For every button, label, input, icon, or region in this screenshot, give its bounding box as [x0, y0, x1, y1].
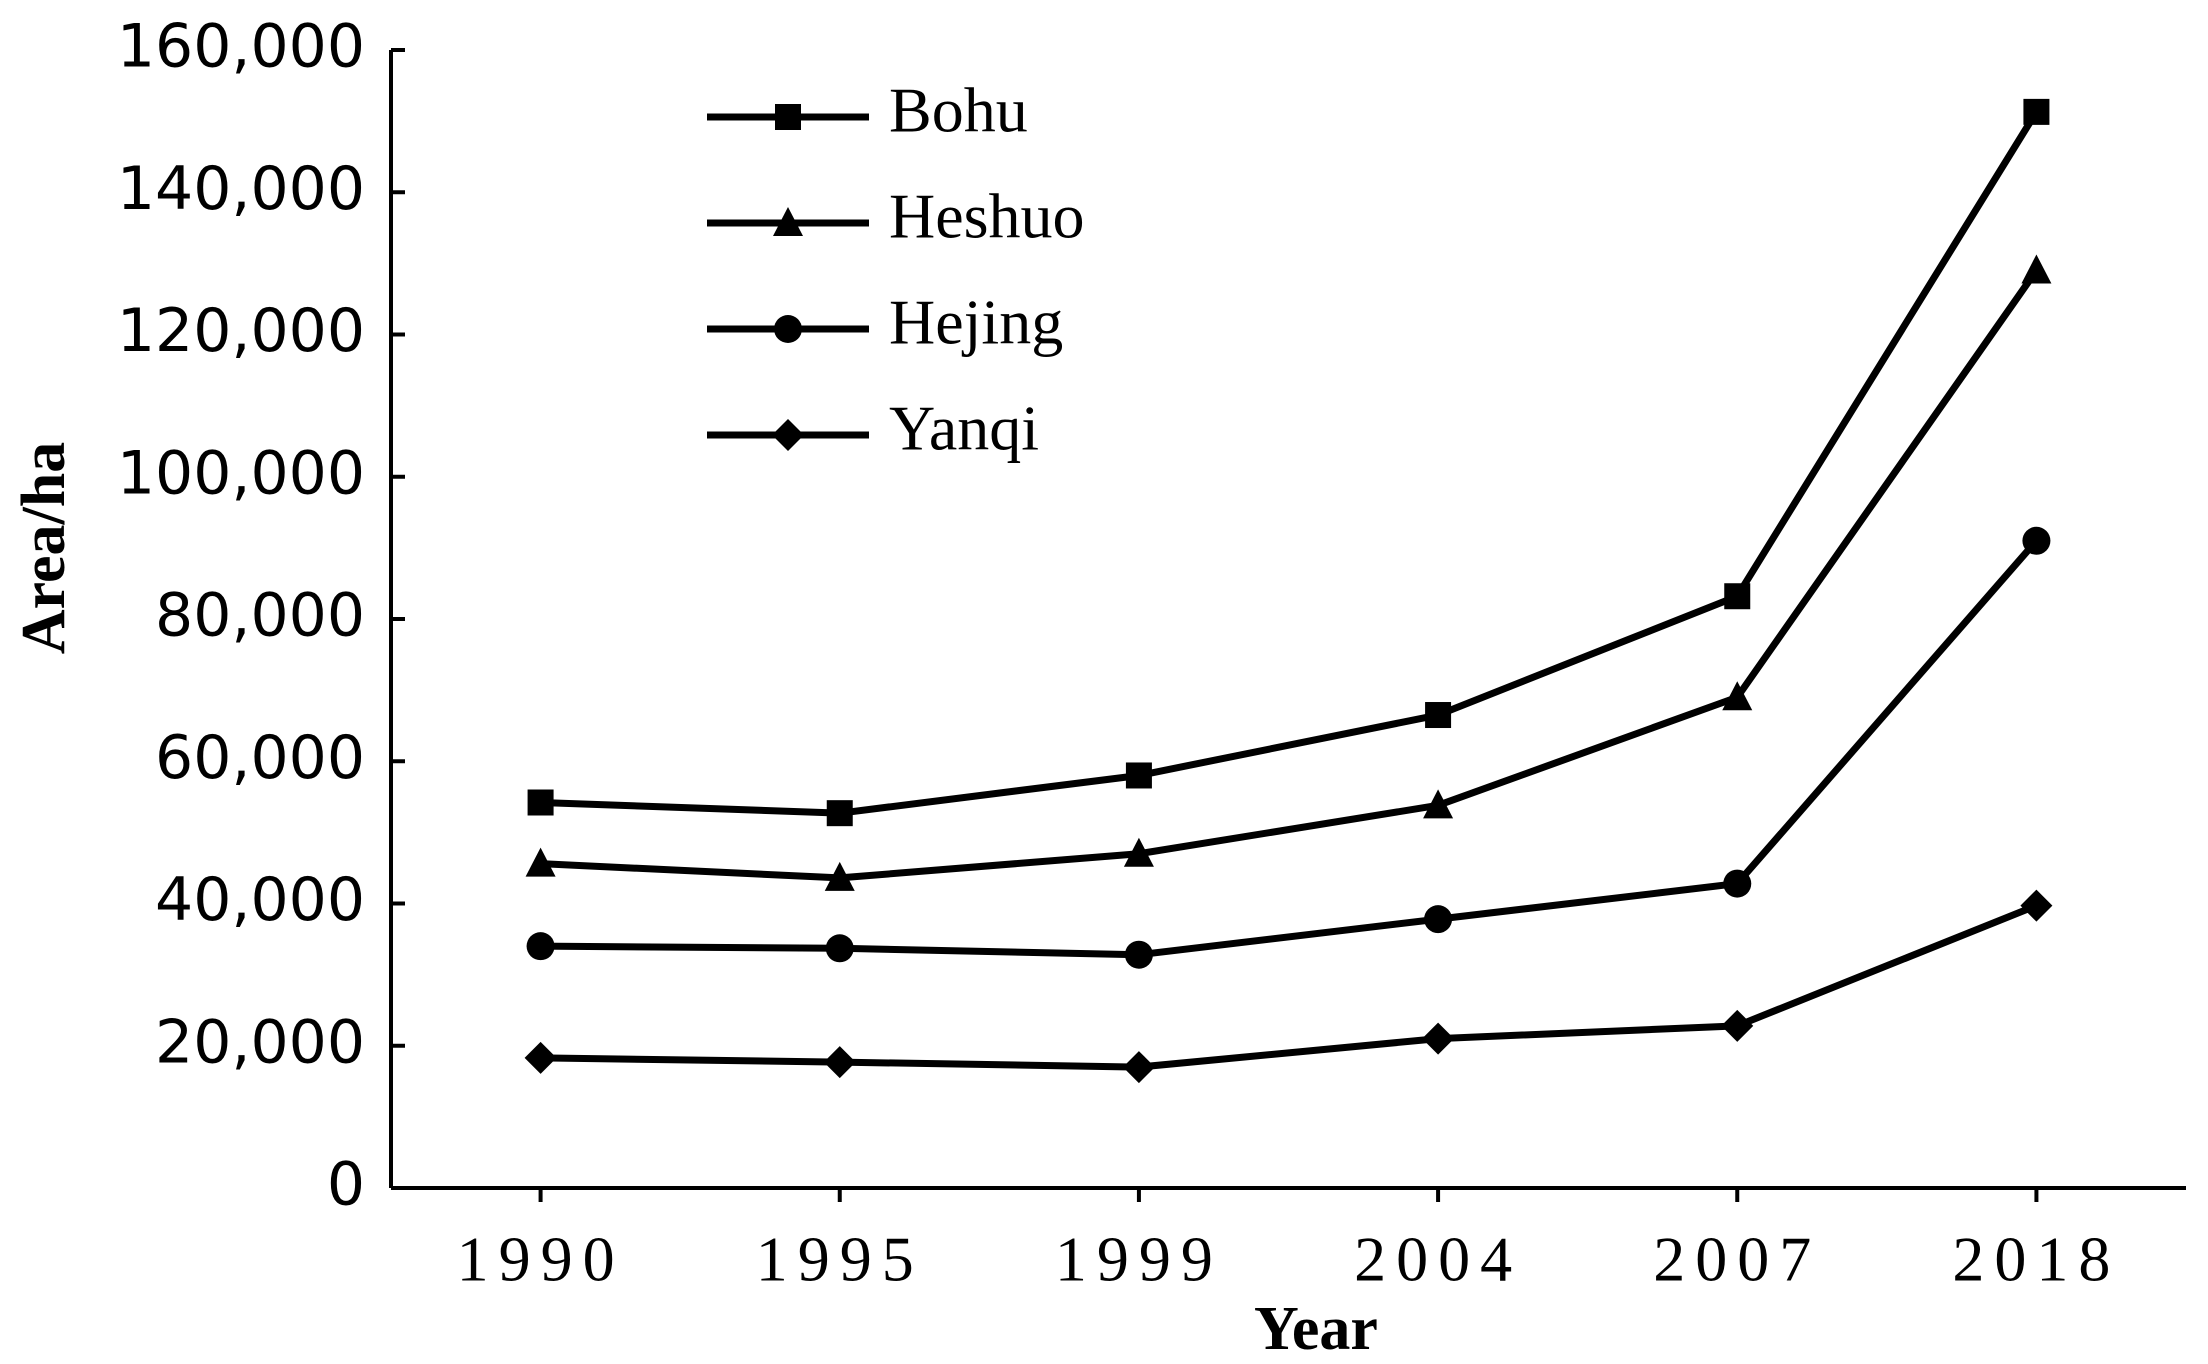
y-tick-label: 60,000	[155, 723, 365, 793]
marker	[1721, 1009, 1754, 1042]
marker	[823, 1046, 856, 1079]
marker	[774, 315, 802, 343]
y-tick-label: 100,000	[117, 438, 365, 508]
marker	[773, 207, 803, 236]
series-line	[540, 902, 2038, 1071]
y-tick-label: 20,000	[155, 1007, 365, 1077]
marker	[2021, 254, 2052, 284]
marker	[2023, 98, 2050, 125]
y-tick-label: 40,000	[155, 865, 365, 935]
x-tick-label: 2018	[1952, 1224, 2120, 1295]
marker	[1423, 789, 1454, 819]
x-axis-label: Year	[1254, 1295, 1378, 1363]
x-tick-label: 1999	[1055, 1224, 1223, 1295]
marker	[1724, 583, 1751, 610]
y-tick-label: 160,000	[117, 12, 365, 82]
marker	[527, 789, 554, 816]
marker	[2020, 889, 2053, 922]
marker	[2022, 526, 2051, 555]
marker	[1123, 837, 1154, 867]
y-tick-label: 120,000	[117, 296, 365, 366]
marker	[1125, 762, 1152, 789]
y-tick-label: 0	[327, 1150, 365, 1220]
x-tick-label: 1995	[756, 1224, 924, 1295]
legend-label: Yanqi	[889, 393, 1039, 464]
marker	[1122, 1051, 1155, 1084]
legend-label: Bohu	[889, 75, 1028, 146]
marker	[524, 1041, 557, 1074]
marker	[1722, 681, 1753, 711]
marker	[1424, 905, 1453, 934]
marker	[772, 419, 804, 451]
series-line	[540, 110, 2040, 817]
marker	[825, 934, 854, 963]
marker	[526, 932, 555, 961]
marker	[775, 104, 801, 130]
marker	[826, 800, 853, 827]
y-axis-label: Area/ha	[10, 442, 78, 654]
marker	[1422, 1022, 1455, 1055]
marker	[824, 861, 855, 891]
marker	[525, 847, 556, 877]
series-line	[540, 268, 2040, 882]
y-tick-label: 140,000	[117, 154, 365, 224]
legend-label: Heshuo	[889, 181, 1085, 252]
marker	[1425, 702, 1452, 729]
x-tick-label: 2007	[1653, 1224, 1821, 1295]
x-tick-label: 2004	[1354, 1224, 1522, 1295]
marker	[1723, 869, 1752, 898]
series-line	[540, 538, 2040, 959]
x-tick-label: 1990	[457, 1224, 625, 1295]
y-tick-label: 80,000	[155, 581, 365, 651]
legend-label: Hejing	[889, 287, 1063, 358]
marker	[1124, 940, 1153, 969]
